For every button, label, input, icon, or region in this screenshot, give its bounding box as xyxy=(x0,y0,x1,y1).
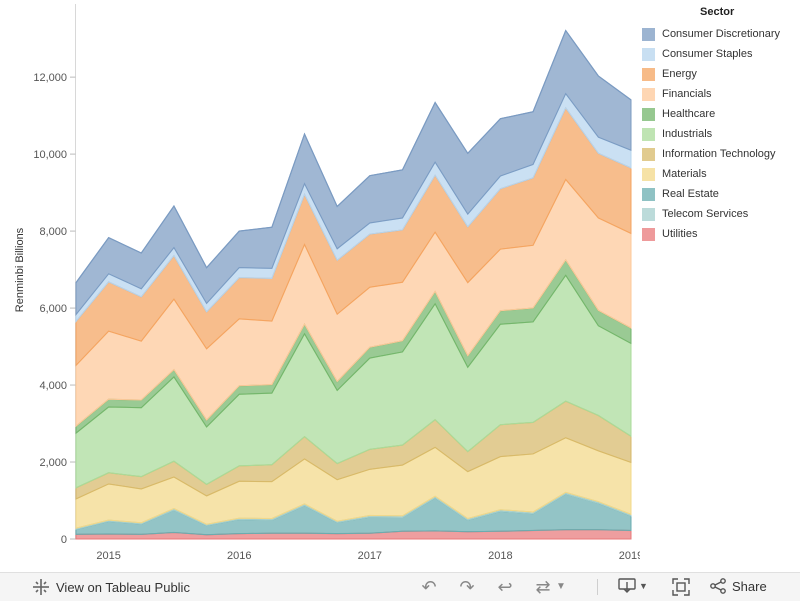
y-tick-label: 2,000 xyxy=(39,457,67,469)
legend-title: Sector xyxy=(700,6,735,18)
fullscreen-icon[interactable] xyxy=(672,578,690,596)
tick-label-layer: 0 2,000 4,000 6,000 8,000 10,000 12,000 2015 201… xyxy=(33,72,643,562)
view-on-tableau-public-label: View on Tableau Public xyxy=(56,579,190,595)
legend-label: Real Estate xyxy=(662,188,719,200)
refresh-icon[interactable]: ⇄ xyxy=(535,577,551,597)
legend-label: Consumer Discretionary xyxy=(662,28,780,40)
chart-area: 0 2,000 4,000 6,000 8,000 10,000 12,000 2015 201… xyxy=(14,4,643,562)
x-tick-label: 2016 xyxy=(227,550,251,562)
legend-swatch xyxy=(642,47,655,61)
legend-item[interactable]: Materials xyxy=(636,164,800,184)
legend-item[interactable]: Financials xyxy=(636,84,800,104)
undo-icon[interactable]: ↶ xyxy=(421,577,437,597)
y-tick-label: 4,000 xyxy=(39,380,67,392)
legend-label: Healthcare xyxy=(662,108,716,120)
history-controls: ↶ ↷ ↩ ⇄ ▼ xyxy=(418,578,568,596)
y-tick-label: 0 xyxy=(61,534,67,546)
share-button[interactable]: Share xyxy=(710,578,767,594)
y-tick-label: 10,000 xyxy=(33,149,67,161)
legend-item[interactable]: Healthcare xyxy=(636,104,800,124)
legend-label: Consumer Staples xyxy=(662,48,753,60)
legend-item[interactable]: Information Technology xyxy=(636,144,800,164)
legend-label: Telecom Services xyxy=(662,208,749,220)
legend-swatch xyxy=(642,147,655,161)
share-icon xyxy=(710,578,726,594)
line-consumer-discretionary xyxy=(75,29,632,284)
legend-item[interactable]: Industrials xyxy=(636,124,800,144)
legend-item[interactable]: Energy xyxy=(636,64,800,84)
legend: Sector Consumer Discretionary Consumer S… xyxy=(636,4,800,244)
dropdown-icon[interactable]: ▼ xyxy=(556,581,566,592)
view-on-tableau-public-link[interactable]: View on Tableau Public xyxy=(32,578,190,596)
legend-swatch xyxy=(642,227,655,241)
x-tick-label: 2019 xyxy=(619,550,640,562)
legend-item[interactable]: Utilities xyxy=(636,224,800,244)
legend-list: Consumer Discretionary Consumer Staples … xyxy=(636,24,800,244)
legend-swatch xyxy=(642,207,655,221)
y-tick-label: 6,000 xyxy=(39,303,67,315)
legend-label: Information Technology xyxy=(662,148,776,160)
y-tick-label: 8,000 xyxy=(39,226,67,238)
tableau-toolbar: View on Tableau Public ↶ ↷ ↩ ⇄ ▼ ▼ S xyxy=(0,572,800,601)
y-axis-label: Renminbi Billions xyxy=(14,227,26,312)
toolbar-divider xyxy=(597,579,598,595)
legend-swatch xyxy=(642,87,655,101)
legend-item[interactable]: Consumer Staples xyxy=(636,44,800,64)
areas-layer xyxy=(75,29,632,540)
legend-swatch xyxy=(642,107,655,121)
legend-swatch xyxy=(642,187,655,201)
legend-label: Energy xyxy=(662,68,697,80)
legend-label: Utilities xyxy=(662,228,698,240)
x-tick-label: 2015 xyxy=(96,550,120,562)
share-label: Share xyxy=(732,578,767,594)
legend-label: Materials xyxy=(662,168,707,180)
axes-layer xyxy=(70,4,76,540)
legend-swatch xyxy=(642,167,655,181)
y-tick-label: 12,000 xyxy=(33,72,67,84)
stacked-area-chart: 0 2,000 4,000 6,000 8,000 10,000 12,000 2015 201… xyxy=(14,4,643,562)
legend-swatch xyxy=(642,27,655,41)
download-dropdown-icon: ▼ xyxy=(639,581,648,591)
redo-icon[interactable]: ↷ xyxy=(459,577,475,597)
legend-swatch xyxy=(642,127,655,141)
revert-icon[interactable]: ↩ xyxy=(497,577,513,597)
legend-label: Financials xyxy=(662,88,712,100)
legend-item[interactable]: Real Estate xyxy=(636,184,800,204)
download-icon xyxy=(618,578,636,593)
tableau-logo-icon xyxy=(33,579,49,595)
x-tick-label: 2018 xyxy=(488,550,512,562)
legend-item[interactable]: Telecom Services xyxy=(636,204,800,224)
legend-swatch xyxy=(642,67,655,81)
x-tick-label: 2017 xyxy=(358,550,382,562)
download-control[interactable]: ▼ xyxy=(618,578,648,594)
legend-item[interactable]: Consumer Discretionary xyxy=(636,24,800,44)
legend-label: Industrials xyxy=(662,128,713,140)
